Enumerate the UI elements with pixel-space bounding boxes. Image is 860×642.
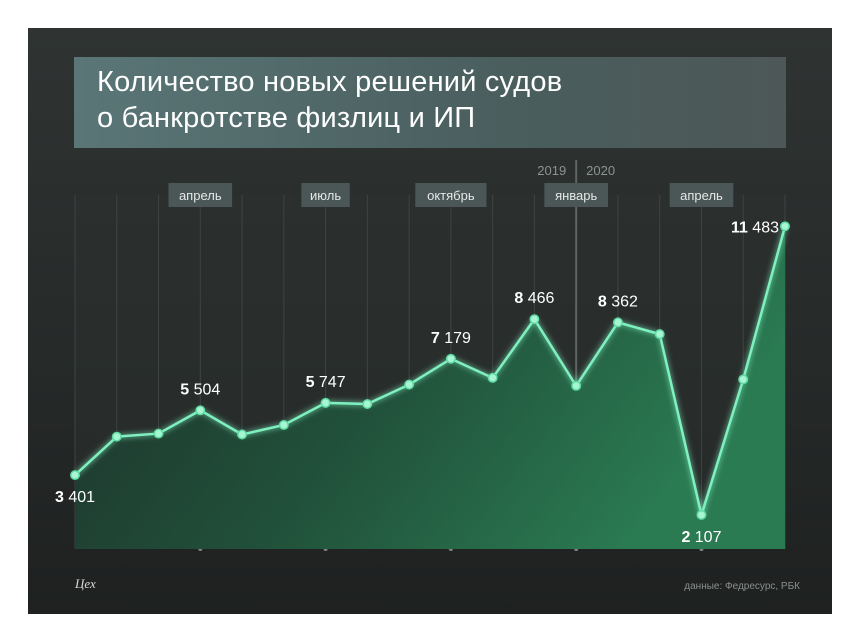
data-label: 8 466 bbox=[514, 290, 554, 307]
data-point bbox=[237, 429, 248, 440]
data-point bbox=[571, 380, 582, 391]
area-fill bbox=[75, 226, 785, 549]
data-point bbox=[153, 428, 164, 439]
year-label-right: 2020 bbox=[586, 163, 615, 178]
month-label: июль bbox=[310, 188, 341, 203]
month-label: октябрь bbox=[427, 188, 475, 203]
data-label: 5 747 bbox=[306, 374, 346, 391]
data-point bbox=[320, 397, 331, 408]
data-point bbox=[404, 379, 415, 390]
data-point bbox=[70, 470, 80, 481]
data-point bbox=[445, 353, 456, 364]
month-label-box bbox=[168, 183, 233, 207]
data-point bbox=[278, 419, 289, 430]
data-label: 11 483 bbox=[731, 219, 779, 236]
month-label-box bbox=[669, 183, 734, 207]
month-label-box bbox=[301, 183, 350, 207]
logo: Цех bbox=[75, 576, 96, 591]
data-point bbox=[654, 329, 665, 340]
data-point bbox=[487, 372, 498, 383]
data-label: 8 362 bbox=[598, 293, 638, 310]
year-label-left: 2019 bbox=[537, 163, 566, 178]
data-point bbox=[780, 221, 790, 232]
data-label: 2 107 bbox=[681, 529, 721, 546]
month-label: апрель bbox=[179, 188, 222, 203]
chart-title-line-2: о банкротстве физлиц и ИП bbox=[97, 102, 476, 134]
month-label-box bbox=[544, 183, 608, 207]
title-box bbox=[74, 57, 786, 148]
data-point bbox=[738, 374, 749, 385]
month-label: январь bbox=[555, 188, 597, 203]
data-label: 3 401 bbox=[55, 489, 95, 506]
data-label: 5 504 bbox=[180, 381, 220, 398]
data-point bbox=[529, 314, 540, 325]
source-note: данные: Федресурс, РБК bbox=[684, 581, 800, 592]
chart-title-line-1: Количество новых решений судов bbox=[97, 66, 563, 98]
series-line bbox=[74, 225, 787, 517]
data-point bbox=[696, 509, 707, 520]
data-label: 7 179 bbox=[431, 330, 471, 347]
data-point bbox=[612, 317, 623, 328]
data-point bbox=[362, 399, 373, 409]
month-label-box bbox=[415, 183, 487, 207]
data-point bbox=[111, 431, 122, 442]
month-label: апрель bbox=[680, 188, 723, 203]
data-point bbox=[195, 405, 206, 416]
